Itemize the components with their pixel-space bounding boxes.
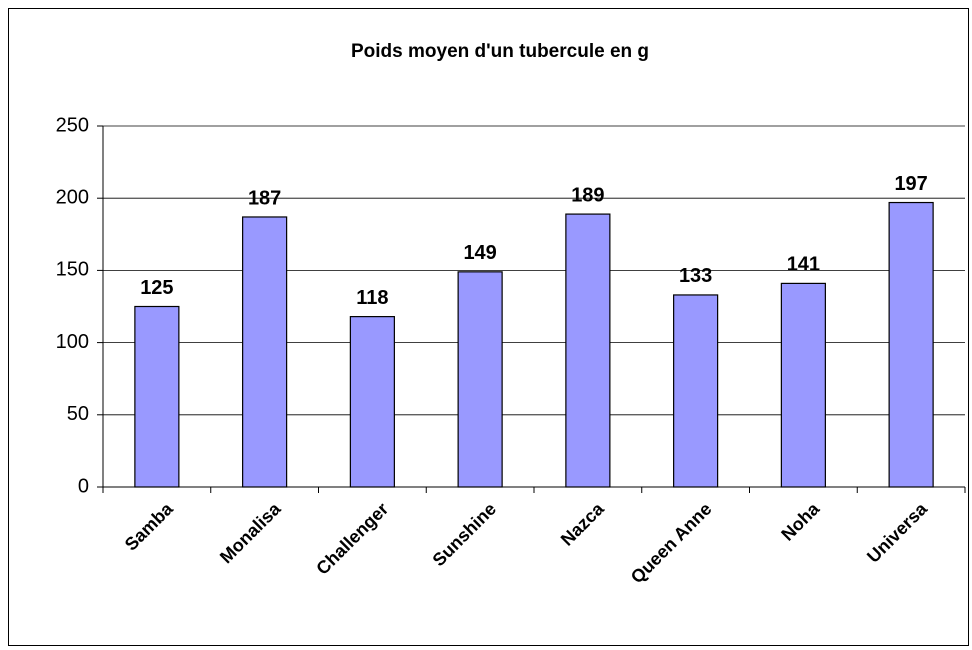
data-label: 133 <box>679 265 712 287</box>
y-tick-label: 250 <box>56 114 89 136</box>
bar <box>457 271 503 488</box>
data-label: 197 <box>894 173 927 195</box>
y-tick-label: 150 <box>56 259 89 281</box>
bar <box>780 282 826 488</box>
data-label: 125 <box>140 277 173 299</box>
bar <box>673 294 719 488</box>
data-label: 118 <box>356 287 388 309</box>
bar <box>242 216 288 488</box>
y-tick-label: 50 <box>67 403 89 425</box>
data-label: 149 <box>463 242 496 264</box>
data-label: 189 <box>571 184 604 206</box>
bar <box>888 201 934 488</box>
y-tick-label: 0 <box>78 475 89 497</box>
chart-title: Poids moyen d'un tubercule en g <box>351 41 649 62</box>
y-tick-label: 200 <box>56 186 89 208</box>
data-label: 187 <box>248 187 281 209</box>
bar <box>134 305 180 488</box>
y-tick-label: 100 <box>56 331 89 353</box>
bar <box>565 213 611 488</box>
data-label: 141 <box>787 254 820 276</box>
bar <box>349 316 395 488</box>
